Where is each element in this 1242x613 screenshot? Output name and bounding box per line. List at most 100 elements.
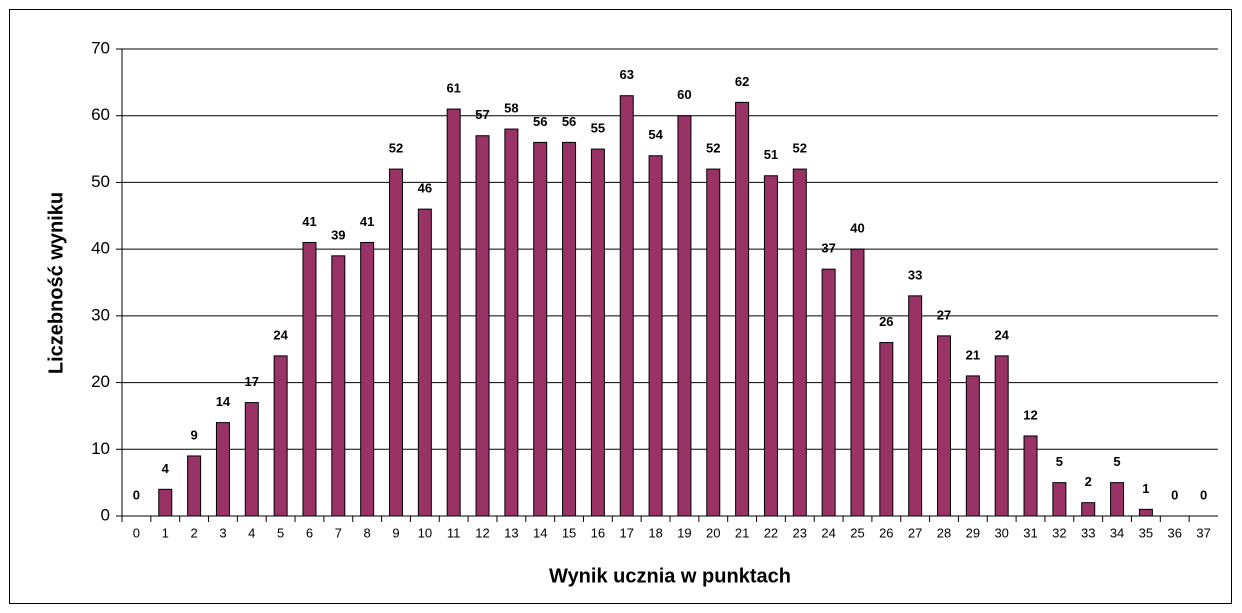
- x-tick-label: 27: [908, 525, 922, 540]
- x-tick-label: 6: [306, 525, 313, 540]
- bar: [360, 241, 375, 517]
- bar: [792, 168, 807, 517]
- x-tick-label: 30: [994, 525, 1008, 540]
- value-label: 56: [533, 114, 547, 129]
- bar: [965, 375, 980, 517]
- x-tick-label: 4: [248, 525, 255, 540]
- bar: [331, 255, 346, 517]
- y-tick-label: 40: [91, 239, 110, 258]
- y-tick-label: 50: [91, 172, 110, 191]
- y-tick-label: 70: [91, 38, 110, 57]
- bar: [937, 335, 951, 517]
- bar: [619, 95, 634, 517]
- x-tick-label: 15: [562, 525, 576, 540]
- bar: [562, 141, 577, 517]
- bar: [706, 168, 721, 517]
- bar: [504, 128, 519, 517]
- value-label: 12: [1023, 407, 1037, 422]
- y-tick-label: 60: [91, 105, 110, 124]
- value-label: 52: [706, 141, 720, 156]
- bar: [475, 135, 490, 517]
- y-tick-label: 0: [101, 505, 110, 524]
- value-label: 55: [591, 121, 605, 136]
- bar: [244, 402, 259, 517]
- y-tick-label: 10: [91, 439, 110, 458]
- x-tick-label: 17: [620, 525, 634, 540]
- value-label: 62: [735, 74, 749, 89]
- value-label: 51: [764, 147, 778, 162]
- value-label: 21: [966, 347, 980, 362]
- x-tick-label: 24: [821, 525, 835, 540]
- bar: [1138, 508, 1153, 517]
- bar: [1052, 482, 1067, 517]
- value-label: 61: [446, 80, 460, 95]
- value-label: 24: [273, 327, 288, 342]
- x-tick-label: 13: [504, 525, 518, 540]
- bar: [215, 422, 230, 517]
- bar: [273, 355, 288, 517]
- value-label: 58: [504, 100, 518, 115]
- x-tick-label: 0: [133, 525, 140, 540]
- value-label: 33: [908, 267, 922, 282]
- bar: [389, 168, 403, 517]
- x-tick-label: 22: [764, 525, 778, 540]
- bar: [302, 241, 317, 517]
- value-label: 52: [389, 141, 403, 156]
- x-tick-label: 18: [648, 525, 662, 540]
- x-tick-label: 5: [277, 525, 284, 540]
- value-label: 60: [677, 87, 691, 102]
- value-label: 0: [133, 487, 140, 502]
- x-tick-label: 32: [1052, 525, 1066, 540]
- x-tick-label: 16: [591, 525, 605, 540]
- x-tick-label: 20: [706, 525, 720, 540]
- x-tick-label: 31: [1023, 525, 1037, 540]
- x-tick-label: 25: [850, 525, 864, 540]
- x-tick-label: 33: [1081, 525, 1095, 540]
- x-tick-label: 35: [1139, 525, 1153, 540]
- x-tick-label: 28: [937, 525, 951, 540]
- value-label: 5: [1113, 454, 1120, 469]
- value-label: 0: [1200, 487, 1207, 502]
- x-tick-label: 26: [879, 525, 893, 540]
- value-label: 9: [190, 427, 197, 442]
- x-tick-label: 8: [364, 525, 371, 540]
- bar: [850, 248, 865, 517]
- value-label: 56: [562, 114, 576, 129]
- bar: [735, 101, 750, 517]
- value-label: 54: [648, 127, 663, 142]
- bar: [158, 488, 173, 517]
- bar: [908, 295, 923, 517]
- value-label: 24: [994, 327, 1009, 342]
- value-label: 37: [821, 241, 835, 256]
- x-tick-label: 14: [533, 525, 547, 540]
- x-tick-label: 2: [190, 525, 197, 540]
- bar: [417, 208, 432, 517]
- x-tick-label: 21: [735, 525, 749, 540]
- value-label: 39: [331, 227, 345, 242]
- x-tick-label: 12: [475, 525, 489, 540]
- value-label: 2: [1085, 474, 1092, 489]
- y-axis-title: Liczebność wyniku: [45, 192, 67, 374]
- y-tick-label: 30: [91, 305, 110, 324]
- value-label: 40: [850, 221, 864, 236]
- bar: [533, 141, 548, 517]
- y-tick-label: 20: [91, 372, 110, 391]
- value-label: 14: [216, 394, 231, 409]
- x-tick-label: 29: [966, 525, 980, 540]
- bar: [648, 155, 663, 517]
- x-tick-label: 11: [447, 525, 461, 540]
- x-tick-label: 10: [418, 525, 432, 540]
- value-label: 41: [302, 214, 316, 229]
- x-tick-label: 37: [1196, 525, 1210, 540]
- x-tick-label: 34: [1110, 525, 1124, 540]
- bar: [879, 342, 894, 517]
- value-label: 63: [620, 67, 634, 82]
- value-label: 5: [1056, 454, 1063, 469]
- bar: [763, 175, 778, 517]
- bar: [590, 148, 605, 517]
- value-label: 52: [793, 141, 807, 156]
- bar: [1081, 502, 1096, 517]
- bar: [821, 268, 836, 517]
- value-label: 17: [245, 374, 259, 389]
